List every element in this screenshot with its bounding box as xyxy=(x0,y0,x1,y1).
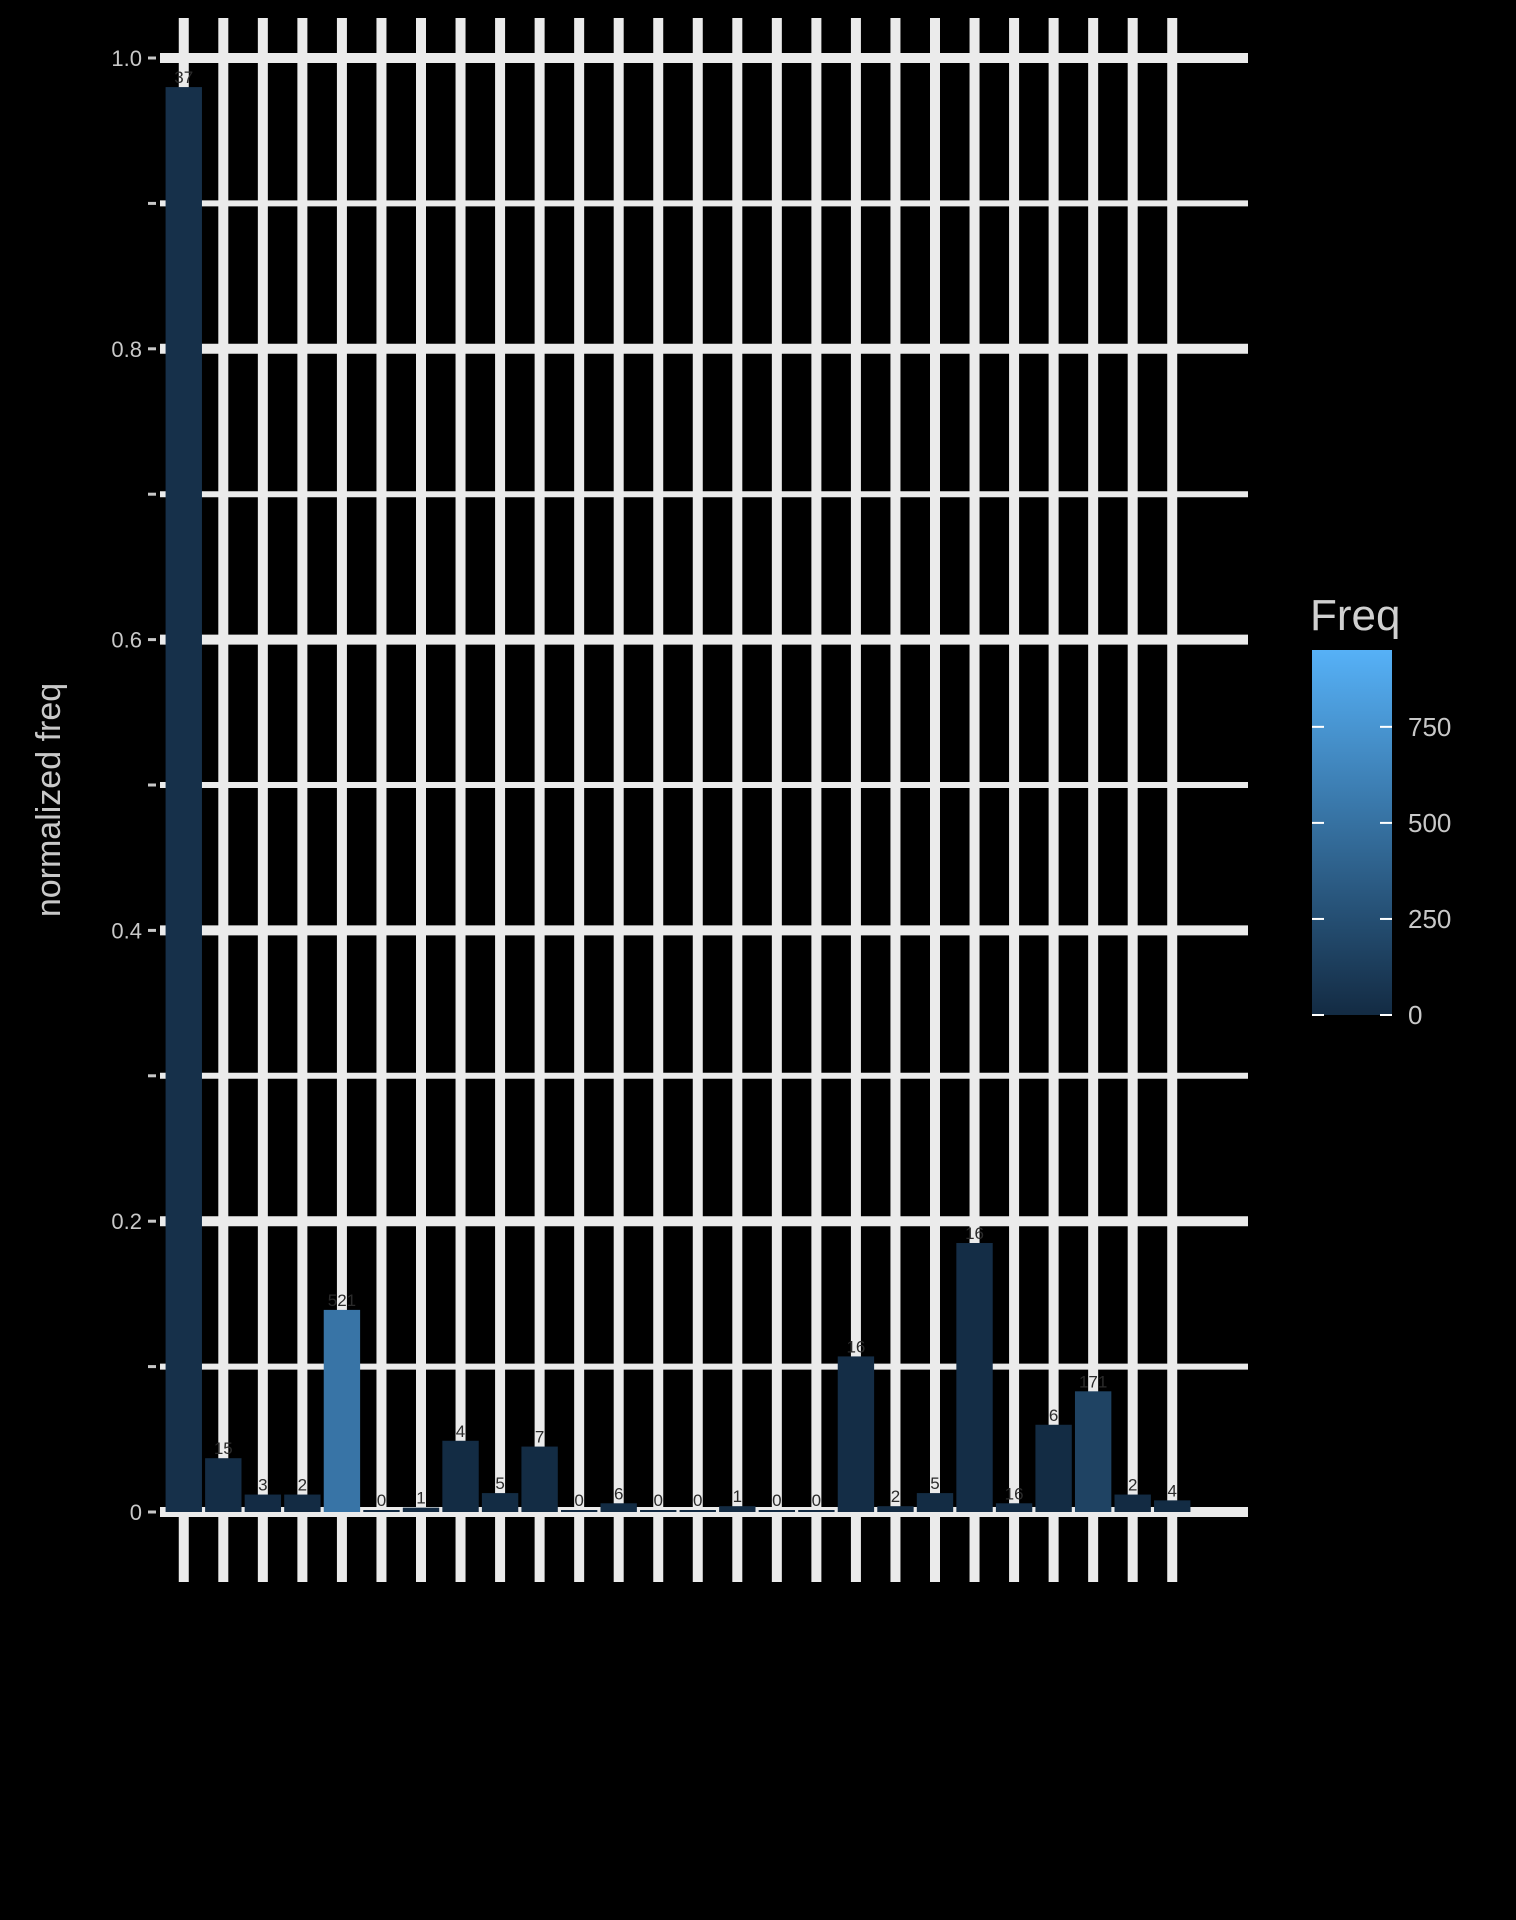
bar xyxy=(1035,1424,1072,1512)
bar xyxy=(363,1510,400,1512)
bar xyxy=(1154,1500,1191,1512)
bar xyxy=(323,1309,361,1512)
y-axis-ticks: 0 0.2 0.4 0.6 0.8 1.0 xyxy=(111,46,156,1525)
bar xyxy=(205,1458,242,1512)
legend-ticks: 750 500 250 0 xyxy=(1312,712,1451,1030)
bar xyxy=(600,1503,637,1512)
bar xyxy=(165,87,202,1513)
y-tick-label: 0.8 xyxy=(111,337,142,362)
legend-tick-label: 250 xyxy=(1408,904,1451,934)
bar xyxy=(679,1510,716,1512)
bar-value-label: 521 xyxy=(328,1291,356,1310)
bar-value-label: 0 xyxy=(772,1491,781,1510)
bar-value-label: 2 xyxy=(298,1476,307,1495)
bar-value-label: 0 xyxy=(693,1491,702,1510)
legend-tick-label: 750 xyxy=(1408,712,1451,742)
bar-value-label: 1 xyxy=(733,1487,742,1506)
bar-value-label: 7 xyxy=(535,1428,544,1447)
y-tick-label: 0.4 xyxy=(111,918,142,943)
bar-value-label: 0 xyxy=(574,1491,583,1510)
bar xyxy=(244,1494,282,1512)
bar xyxy=(995,1503,1033,1512)
bar xyxy=(442,1440,479,1512)
bar-value-label: 0 xyxy=(812,1491,821,1510)
bar-value-label: 16 xyxy=(846,1337,865,1356)
bar-value-label: 15 xyxy=(214,1439,233,1458)
bar xyxy=(640,1510,677,1512)
bar-value-label: 6 xyxy=(614,1484,623,1503)
y-tick-label: 0.2 xyxy=(111,1209,142,1234)
bar-value-label: 0 xyxy=(653,1491,662,1510)
legend-tick-label: 500 xyxy=(1408,808,1451,838)
y-axis-title: normalized freq xyxy=(30,683,68,917)
bar xyxy=(521,1446,558,1512)
y-tick-label: 1.0 xyxy=(111,46,142,71)
bar-value-label: 2 xyxy=(891,1487,900,1506)
bar xyxy=(877,1506,914,1512)
y-tick-label: 0 xyxy=(130,1500,142,1525)
grid-lines xyxy=(160,18,1248,1582)
bar-value-label: 5 xyxy=(930,1474,939,1493)
y-tick-label: 0.6 xyxy=(111,628,142,653)
legend-colorbar xyxy=(1312,650,1392,1015)
bar xyxy=(916,1493,954,1512)
bar xyxy=(956,1243,993,1512)
bar xyxy=(284,1494,321,1512)
legend: Freq 750 500 250 0 xyxy=(1310,591,1451,1030)
bar-value-label: 5 xyxy=(495,1474,504,1493)
bar xyxy=(402,1507,440,1512)
bar xyxy=(560,1510,598,1512)
bar-value-label: 16 xyxy=(1005,1484,1024,1503)
bar xyxy=(1074,1391,1112,1512)
data-labels: 37 15 3 2 521 0 1 4 5 7 0 6 0 0 1 0 0 16 2 5 16 16 6 171 2 4 xyxy=(174,68,1177,1510)
bar xyxy=(758,1510,796,1512)
bar xyxy=(798,1510,835,1512)
bar-value-label: 6 xyxy=(1049,1406,1058,1425)
bar-value-label: 4 xyxy=(1167,1481,1176,1500)
bar xyxy=(837,1356,875,1512)
legend-tick-label: 0 xyxy=(1408,1000,1422,1030)
bar-value-label: 0 xyxy=(377,1491,386,1510)
bar xyxy=(481,1493,519,1512)
bar-value-label: 16 xyxy=(965,1224,984,1243)
legend-title: Freq xyxy=(1310,591,1400,640)
bar-value-label: 2 xyxy=(1128,1476,1137,1495)
bar xyxy=(719,1506,756,1512)
bar-value-label: 3 xyxy=(258,1476,267,1495)
bar-value-label: 1 xyxy=(416,1489,425,1508)
bar-value-label: 171 xyxy=(1079,1372,1107,1391)
bars xyxy=(165,87,1191,1513)
bar-value-label: 37 xyxy=(174,68,193,87)
bar xyxy=(1114,1494,1151,1512)
bar-value-label: 4 xyxy=(456,1422,465,1441)
